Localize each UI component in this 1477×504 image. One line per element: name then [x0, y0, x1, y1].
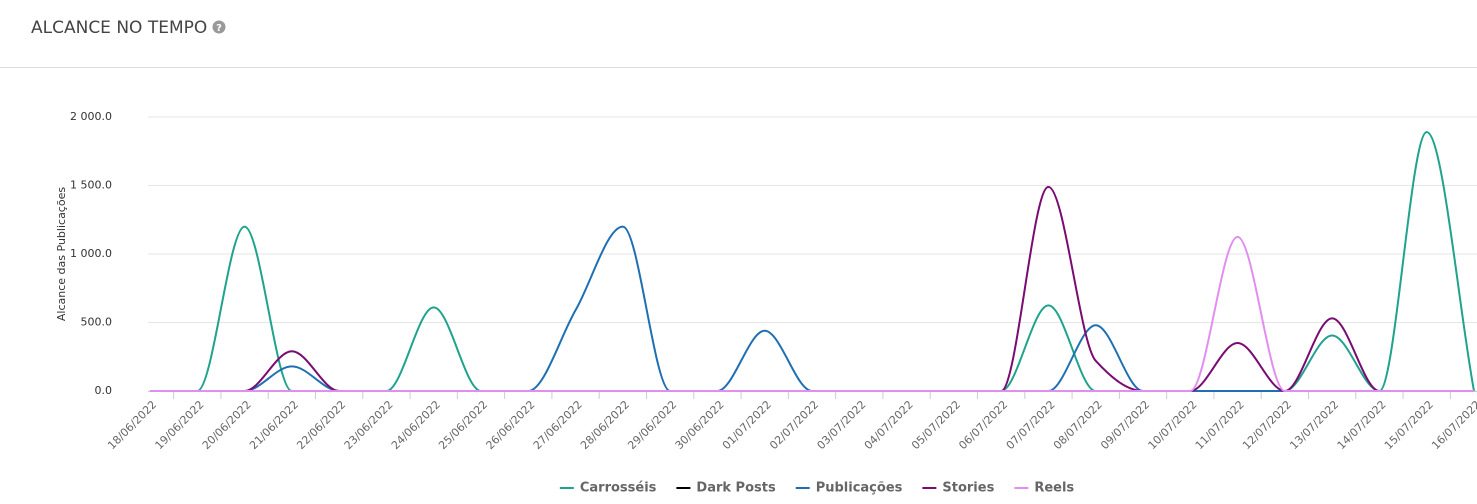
y-axis-label: Alcance das Publicações: [55, 187, 68, 321]
x-tick-label: 27/06/2022: [531, 398, 585, 452]
chart-title: ALCANCE NO TEMPO: [31, 18, 207, 38]
legend-item[interactable]: Stories: [922, 481, 995, 496]
x-tick-label: 24/06/2022: [389, 398, 443, 452]
x-tick-label: 29/06/2022: [625, 398, 679, 452]
x-tick-label: 16/07/2022: [1429, 398, 1477, 452]
x-tick-label: 08/07/2022: [1051, 398, 1105, 452]
x-tick-label: 12/07/2022: [1240, 398, 1294, 452]
y-tick-label: 2 000.0: [70, 110, 112, 123]
y-tick-label: 1 500.0: [70, 179, 112, 192]
x-tick-label: 28/06/2022: [578, 398, 632, 452]
x-tick-label: 04/07/2022: [862, 398, 916, 452]
x-tick-label: 14/07/2022: [1335, 398, 1389, 452]
legend-item[interactable]: Reels: [1014, 481, 1074, 496]
x-tick-label: 18/06/2022: [105, 398, 159, 452]
svg-text:?: ?: [216, 23, 222, 34]
help-icon[interactable]: ?: [212, 20, 226, 35]
y-tick-label: 1 000.0: [70, 247, 112, 260]
x-tick-label: 05/07/2022: [909, 398, 963, 452]
x-tick-label: 22/06/2022: [294, 398, 348, 452]
legend-item[interactable]: Carrosséis: [559, 481, 657, 496]
x-tick-label: 21/06/2022: [247, 398, 301, 452]
legend-item[interactable]: Publicações: [795, 481, 903, 496]
legend-item[interactable]: Dark Posts: [676, 481, 776, 496]
x-tick-label: 13/07/2022: [1287, 398, 1341, 452]
legend-label: Carrosséis: [580, 481, 657, 496]
x-tick-label: 03/07/2022: [815, 398, 869, 452]
x-tick-label: 19/06/2022: [153, 398, 207, 452]
legend-label: Dark Posts: [696, 481, 776, 496]
x-tick-label: 06/07/2022: [956, 398, 1010, 452]
x-tick-label: 25/06/2022: [436, 398, 490, 452]
x-tick-label: 07/07/2022: [1004, 398, 1058, 452]
x-tick-label: 15/07/2022: [1382, 398, 1436, 452]
x-tick-label: 26/06/2022: [484, 398, 538, 452]
y-tick-label: 0.0: [95, 384, 113, 397]
x-tick-label: 11/07/2022: [1193, 398, 1247, 452]
legend-label: Reels: [1034, 481, 1074, 496]
series-line: [150, 185, 1474, 393]
x-tick-label: 30/06/2022: [673, 398, 727, 452]
x-tick-label: 09/07/2022: [1098, 398, 1152, 452]
legend-label: Stories: [942, 481, 994, 496]
series-line: [150, 131, 1475, 393]
x-tick-label: 23/06/2022: [342, 398, 396, 452]
x-tick-label: 02/07/2022: [767, 398, 821, 452]
legend-label: Publicações: [816, 481, 903, 496]
series-line: [150, 235, 1474, 392]
x-tick-label: 01/07/2022: [720, 398, 774, 452]
y-tick-label: 500.0: [81, 316, 113, 329]
x-tick-label: 10/07/2022: [1146, 398, 1200, 452]
series-line: [150, 225, 1474, 392]
x-tick-label: 20/06/2022: [200, 398, 254, 452]
